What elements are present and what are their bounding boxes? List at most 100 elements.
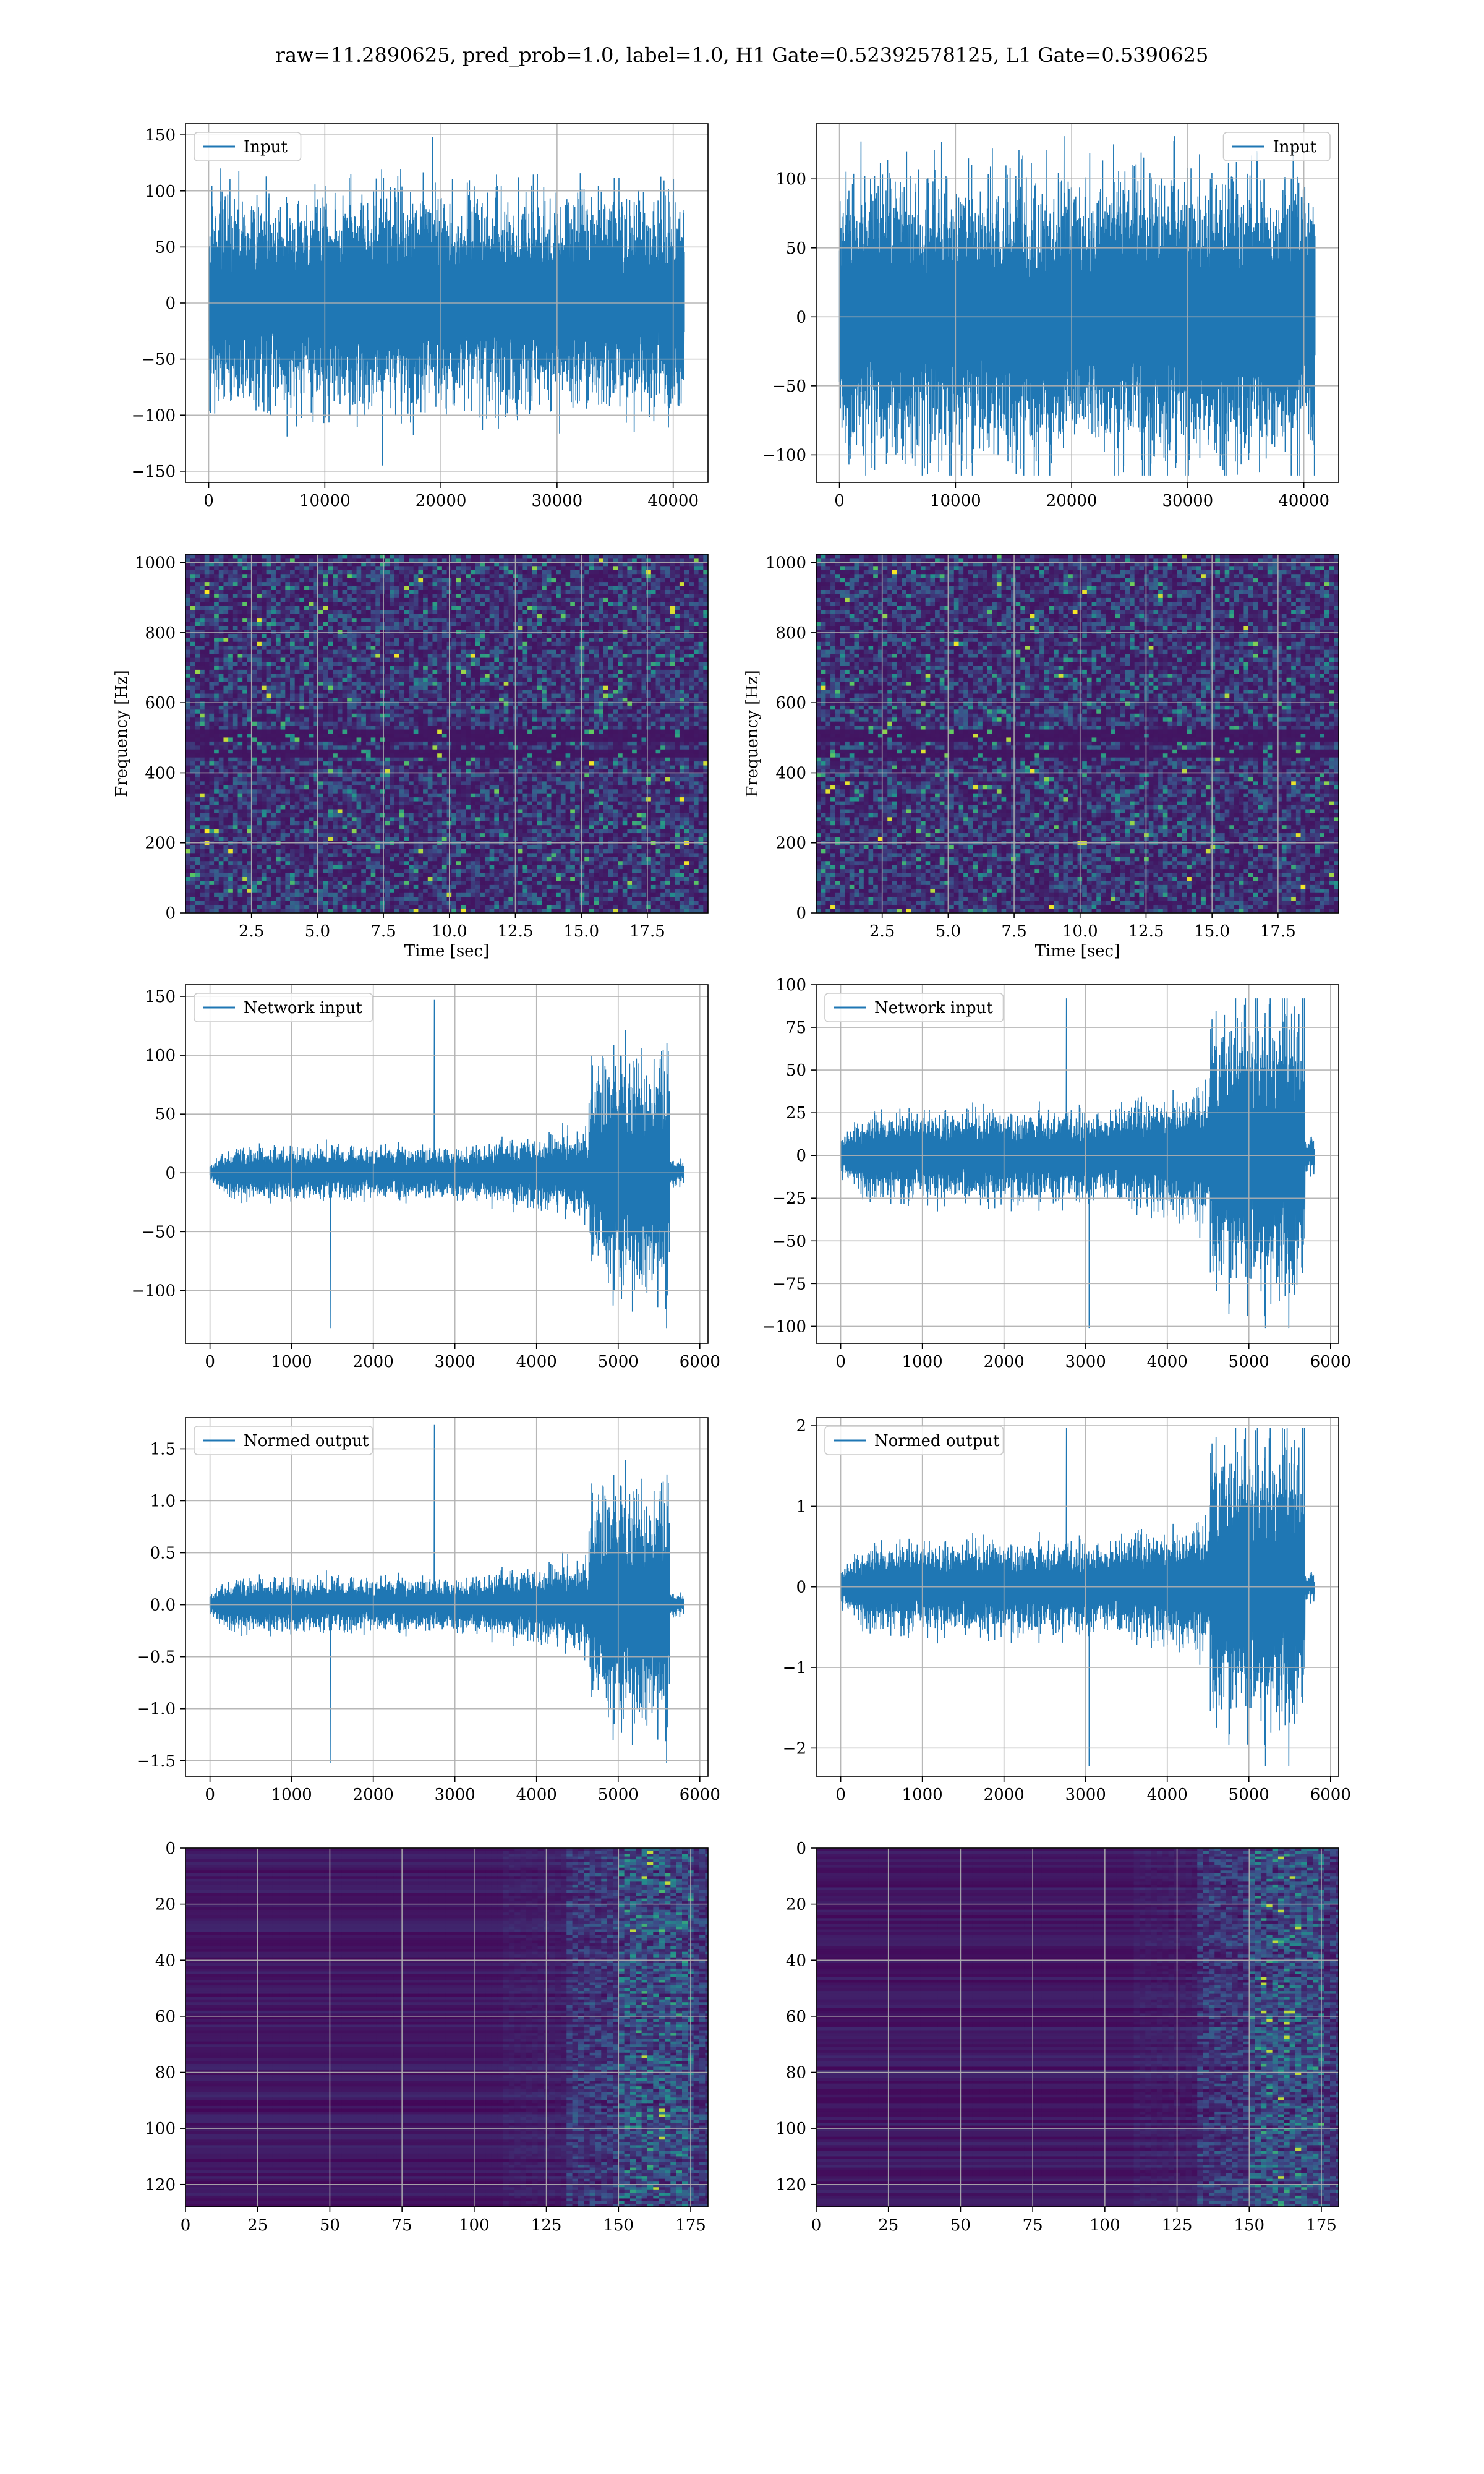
heatmap-cell [351,690,357,695]
heatmap-cell [532,594,538,599]
heatmap-cell [603,630,609,635]
heatmap-cell [613,633,618,638]
heatmap-cell [342,713,348,718]
heatmap-cell [636,669,642,674]
heatmap-cell [608,666,613,670]
heatmap-cell [484,677,490,682]
heatmap-cell [437,674,443,678]
heatmap-cell [190,669,195,674]
heatmap-cell [484,717,490,722]
heatmap-cell [689,646,694,651]
heatmap-cell [665,685,671,690]
heatmap-cell [285,618,291,623]
heatmap-cell [418,721,424,726]
heatmap-cell [670,717,675,722]
heatmap-cell [280,713,286,718]
heatmap-cell [451,574,457,579]
heatmap-cell [228,562,234,567]
heatmap-cell [603,701,609,706]
heatmap-cell [247,690,253,695]
heatmap-cell [556,646,561,651]
heatmap-cell [560,662,566,667]
heatmap-cell [299,602,305,607]
heatmap-cell [237,701,243,706]
heatmap-cell [527,721,533,726]
heatmap-cell [456,574,462,579]
heatmap-cell [223,685,229,690]
heatmap-cell [608,709,613,714]
heatmap-cell [351,626,357,631]
legend-box [1222,132,1331,161]
heatmap-cell [200,638,205,643]
heatmap-cell [394,677,400,682]
heatmap-cell [532,726,538,730]
heatmap-cell [437,614,443,618]
heatmap-cell [409,597,414,602]
heatmap-cell [280,641,286,646]
heatmap-cell [584,614,590,618]
heatmap-cell [271,618,276,623]
heatmap-cell [242,669,248,674]
heatmap-cell [294,638,300,643]
heatmap-cell [328,669,333,674]
heatmap-cell [418,602,424,607]
heatmap-cell [522,698,528,703]
heatmap-cell [641,641,647,646]
heatmap-cell [218,726,224,730]
heatmap-cell [261,682,267,687]
heatmap-cell [632,701,638,706]
heatmap-cell [603,578,609,583]
heatmap-cell [641,618,647,623]
heatmap-cell [361,726,367,730]
heatmap-cell [271,566,276,571]
heatmap-cell [190,610,195,615]
heatmap-cell [342,554,348,559]
heatmap-cell [247,566,253,571]
heatmap-cell [527,562,533,567]
heatmap-cell [650,682,657,687]
heatmap-cell [679,578,685,583]
heatmap-cell [584,626,590,631]
heatmap-cell [361,669,367,674]
heatmap-cell [589,606,595,610]
heatmap-cell [703,657,708,662]
heatmap-cell [475,558,480,563]
heatmap-cell [195,677,200,682]
heatmap-cell [475,690,480,695]
heatmap-cell [594,626,599,631]
heatmap-cell [570,669,576,674]
heatmap-cell [522,669,528,674]
heatmap-cell [594,622,599,627]
heatmap-cell [608,698,613,703]
heatmap-cell [404,574,409,579]
heatmap-cell [342,646,348,651]
heatmap-cell [484,622,490,627]
heatmap-cell [285,705,291,710]
heatmap-cell [257,566,262,571]
heatmap-cell [703,721,708,726]
heatmap-cell [489,669,495,674]
heatmap-cell [660,590,666,595]
heatmap-cell [698,641,704,646]
heatmap-cell [380,633,386,638]
heatmap-cell [423,693,429,698]
heatmap-cell [570,626,576,631]
heatmap-cell [223,554,229,559]
heatmap-cell [480,630,485,635]
heatmap-cell [466,649,471,654]
heatmap-cell [503,622,509,627]
heatmap-cell [574,638,581,643]
heatmap-cell [361,654,367,659]
heatmap-cell [703,717,708,722]
heatmap-cell [432,614,438,618]
heatmap-cell [294,701,300,706]
heatmap-cell [242,682,248,687]
heatmap-cell [556,677,561,682]
heatmap-cell [385,721,390,726]
heatmap-cell [209,562,215,567]
heatmap-cell [489,630,495,635]
heatmap-cell [299,633,305,638]
heatmap-cell [204,685,210,690]
heatmap-cell [375,654,381,659]
heatmap-cell [275,633,281,638]
